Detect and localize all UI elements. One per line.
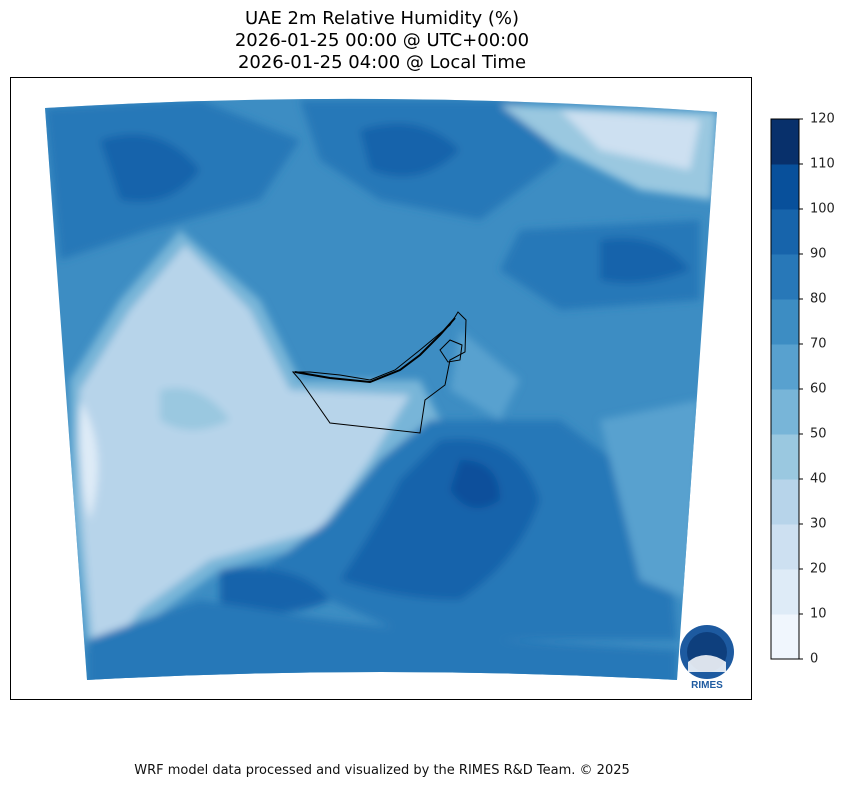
colorbar-tick-label: 120 <box>810 111 835 127</box>
logo-text: RIMES <box>691 680 723 691</box>
oman-musandam-border <box>439 339 463 363</box>
colorbar-tick-label: 110 <box>810 156 835 172</box>
colorbar-bin <box>771 209 799 255</box>
colorbar-bin <box>771 614 799 660</box>
colorbar-tick-label: 10 <box>810 606 827 622</box>
colorbar-bin <box>771 524 799 570</box>
rimes-logo: RIMES <box>680 625 734 691</box>
colorbar-tick-label: 60 <box>810 381 827 397</box>
colorbar-tick-label: 30 <box>810 516 827 532</box>
colorbar-tick-label: 70 <box>810 336 827 352</box>
uae-coast <box>294 317 456 384</box>
colorbar-bin <box>771 119 799 165</box>
uae-border <box>291 311 467 434</box>
footer-credit: WRF model data processed and visualized … <box>134 763 630 778</box>
colorbar-tick-label: 20 <box>810 561 827 577</box>
colorbar-bin <box>771 164 799 210</box>
map-frame <box>10 77 752 700</box>
colorbar-tick-label: 40 <box>810 471 827 487</box>
colorbar-bin <box>771 479 799 525</box>
colorbar-bin <box>771 569 799 615</box>
colorbar-tick-label: 100 <box>810 201 835 217</box>
colorbar-bin <box>771 254 799 300</box>
map-subtitle-utc: 2026-01-25 00:00 @ UTC+00:00 <box>234 30 530 51</box>
colorbar-tick-label: 80 <box>810 291 827 307</box>
colorbar-bin <box>771 344 799 390</box>
humidity-field <box>45 98 717 681</box>
colorbar-tick-label: 50 <box>810 426 827 442</box>
colorbar-bin <box>771 389 799 435</box>
colorbar-tick-label: 0 <box>810 651 819 667</box>
colorbar-bin <box>771 434 799 480</box>
map-title: UAE 2m Relative Humidity (%) <box>244 8 520 29</box>
colorbar-tick-label: 90 <box>810 246 827 262</box>
map-subtitle-local: 2026-01-25 04:00 @ Local Time <box>237 52 527 73</box>
colorbar-bin <box>771 299 799 345</box>
colorbar <box>770 118 803 660</box>
